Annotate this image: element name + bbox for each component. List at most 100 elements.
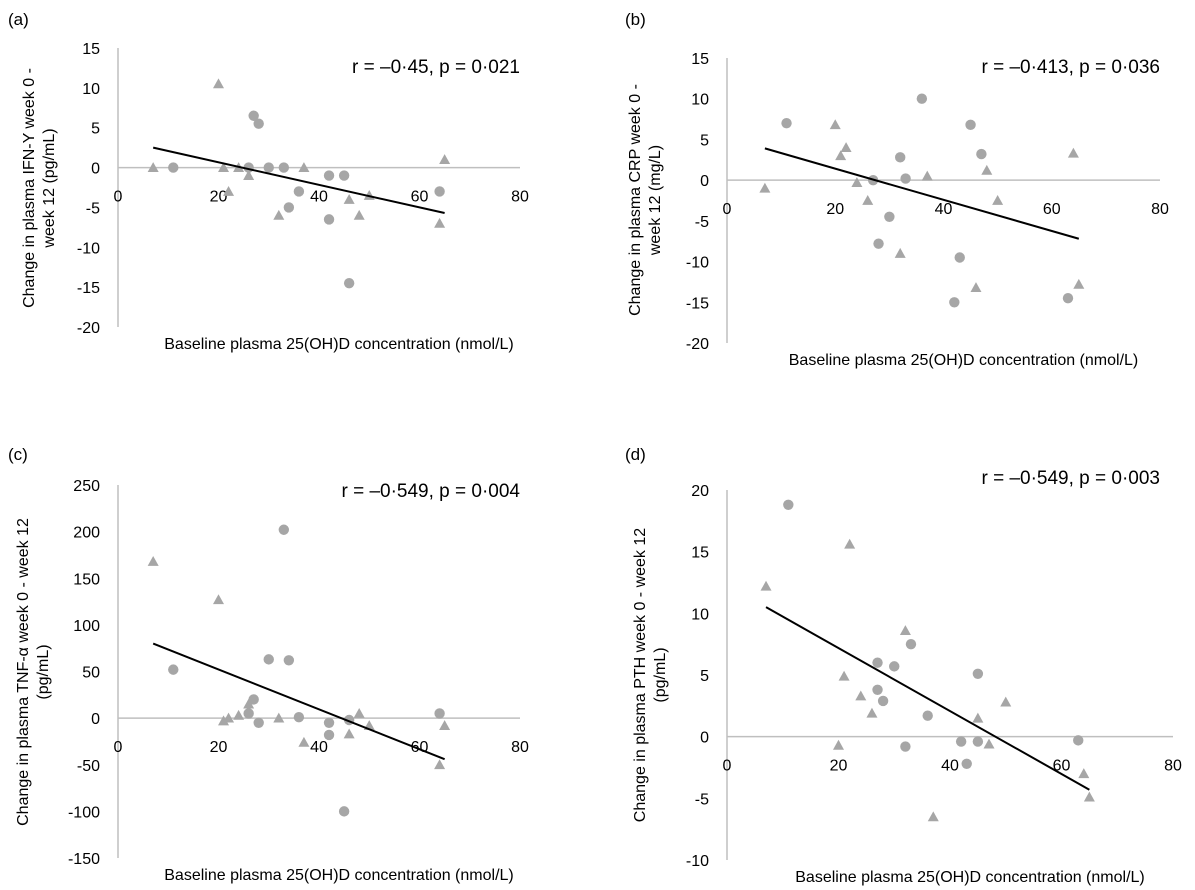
x-tick-label: 80 <box>1164 758 1182 775</box>
trend-line <box>152 146 445 214</box>
data-point-circle <box>965 119 976 130</box>
data-point-triangle <box>835 150 847 161</box>
trend-line <box>152 642 445 761</box>
data-point-triangle <box>760 580 772 591</box>
correlation-annotation: r = –0·549, p = 0·004 <box>341 481 520 502</box>
data-point-triangle <box>1000 696 1012 707</box>
y-tick-label: 150 <box>73 571 100 588</box>
y-tick-label: -100 <box>68 804 100 821</box>
data-point-circle <box>243 708 254 719</box>
x-tick-label: 80 <box>1151 201 1169 218</box>
panel-label: (d) <box>625 445 646 464</box>
data-point-circle <box>248 694 259 705</box>
data-point-triangle <box>1067 147 1079 158</box>
correlation-annotation: r = –0·549, p = 0·003 <box>981 468 1160 489</box>
data-point-triangle <box>273 712 285 723</box>
y-tick-label: 5 <box>700 132 709 149</box>
data-point-triangle <box>434 217 446 228</box>
y-tick-label: 10 <box>691 92 709 109</box>
y-tick-label: -20 <box>686 336 709 353</box>
data-point-triangle <box>829 119 841 130</box>
y-axis-title: Change in plasma TNF-α week 0 - week 12(… <box>15 518 52 826</box>
y-tick-label: -5 <box>86 200 100 217</box>
data-point-triangle <box>921 170 933 181</box>
data-point-circle <box>434 186 445 197</box>
y-tick-label: -10 <box>686 255 709 272</box>
data-point-triangle <box>218 162 230 172</box>
x-axis-title: Baseline plasma 25(OH)D concentration (n… <box>789 352 1138 369</box>
y-axis-title-line: (pg/mL) <box>652 647 669 702</box>
x-tick-label: 40 <box>310 189 328 206</box>
x-tick-label: 20 <box>210 739 228 756</box>
y-tick-label: -50 <box>77 758 100 775</box>
data-point-circle <box>168 162 179 173</box>
y-tick-label: 200 <box>73 525 100 542</box>
correlation-annotation: r = –0·45, p = 0·021 <box>352 57 520 78</box>
data-point-triangle <box>1078 768 1090 779</box>
x-axis-title: Baseline plasma 25(OH)D concentration (n… <box>164 867 513 884</box>
data-point-triangle <box>243 170 255 180</box>
y-tick-label: -10 <box>77 240 100 257</box>
data-point-circle <box>905 638 917 650</box>
data-point-triangle <box>439 720 451 730</box>
data-point-triangle <box>1073 278 1085 289</box>
y-axis-title-line: Change in plasma CRP week 0 - <box>627 84 644 316</box>
x-tick-label: 40 <box>310 739 328 756</box>
data-point-circle <box>293 711 305 723</box>
x-tick-label: 20 <box>826 201 844 218</box>
x-tick-label: 20 <box>210 189 228 206</box>
data-point-circle <box>889 661 900 672</box>
data-point-triangle <box>298 736 310 747</box>
data-point-triangle <box>218 715 230 726</box>
data-point-circle <box>323 170 335 181</box>
y-axis-title-line: week 12 (pg/mL) <box>41 128 58 248</box>
data-point-triangle <box>343 193 355 204</box>
data-point-circle <box>253 118 264 129</box>
data-point-circle <box>263 162 274 173</box>
data-point-circle <box>343 277 355 289</box>
data-point-triangle <box>213 78 224 89</box>
data-point-circle <box>263 654 274 665</box>
data-point-circle <box>293 186 305 197</box>
data-point-circle <box>922 710 933 721</box>
data-point-circle <box>168 664 179 675</box>
panel-d: (d) r = –0·549, p = 0·003 20 15 10 5 0 -5 -10 0 20… <box>625 445 1182 886</box>
data-point-circle <box>781 117 792 129</box>
data-point-triangle <box>927 811 939 822</box>
y-tick-label: 0 <box>700 173 709 190</box>
data-point-circle <box>872 657 883 668</box>
data-point-circle <box>783 499 794 510</box>
y-axis-title-line: Change in plasma IFN-Y week 0 - <box>21 68 38 308</box>
data-point-circle <box>900 173 911 184</box>
panel-label: (b) <box>625 10 646 29</box>
x-tick-label: 40 <box>941 758 959 775</box>
data-point-circle <box>916 93 928 104</box>
x-tick-label: 40 <box>935 201 953 218</box>
data-point-circle <box>338 170 350 181</box>
correlation-annotation: r = –0·413, p = 0·036 <box>981 57 1160 78</box>
panel-c: (c)r = –0·549, p = 0·004250200150100500-… <box>8 445 529 884</box>
data-point-circle <box>972 736 984 747</box>
x-axis-title: Baseline plasma 25(OH)D concentration (n… <box>164 336 513 353</box>
panel-a: (a) r = –0·45, p = 0·021 15 10 5 0 -5 -10 -15 -20… <box>8 10 529 353</box>
y-tick-label: -15 <box>686 295 709 312</box>
y-tick-label: 250 <box>73 478 100 495</box>
data-point-triangle <box>894 247 906 258</box>
y-tick-label: 0 <box>91 711 100 728</box>
y-axis-title-line: (pg/mL) <box>35 644 52 699</box>
y-tick-label: 50 <box>82 665 100 682</box>
data-point-circle <box>955 736 967 747</box>
y-tick-label: 15 <box>691 51 709 68</box>
x-tick-label: 60 <box>1043 201 1061 218</box>
x-tick-label: 0 <box>723 201 732 218</box>
y-tick-label: 5 <box>91 121 100 138</box>
data-point-circle <box>338 806 350 817</box>
data-point-triangle <box>992 195 1004 205</box>
panel-label: (c) <box>8 445 28 464</box>
y-tick-label: 15 <box>691 545 709 562</box>
data-point-triangle <box>833 739 844 750</box>
data-point-triangle <box>981 164 993 175</box>
y-tick-label: -15 <box>77 280 100 297</box>
data-point-triangle <box>1083 791 1095 802</box>
y-tick-label: 5 <box>700 668 709 685</box>
